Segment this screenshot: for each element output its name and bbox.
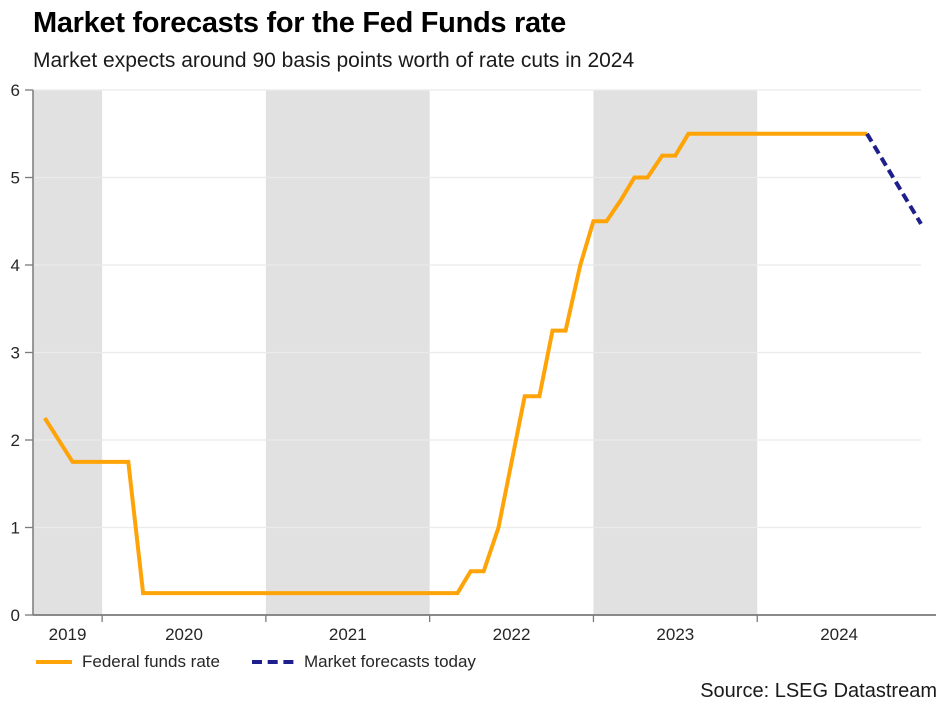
chart-canvas: 0 1 2 3 4 5 6 2019 2020 2021 2022 2023 2024 (11, 81, 936, 644)
x-axis-label: 2024 (820, 625, 858, 644)
y-axis-label: 5 (11, 169, 20, 188)
series-federal-funds-rate (43, 131, 867, 596)
legend-label-federal-funds-rate: Federal funds rate (82, 652, 220, 671)
y-axis-label: 2 (11, 431, 20, 450)
page-subtitle: Market expects around 90 basis points wo… (33, 49, 635, 72)
legend-item-federal-funds-rate: Federal funds rate (36, 652, 220, 672)
y-axis-label: 0 (11, 606, 20, 625)
x-axis-label: 2022 (493, 625, 531, 644)
legend-label-market-forecasts: Market forecasts today (303, 652, 476, 671)
dashed-line-icon (251, 660, 294, 664)
x-axis-label: 2020 (165, 625, 203, 644)
y-axis-label: 3 (11, 344, 20, 363)
legend-item-market-forecasts: Market forecasts today (251, 652, 476, 672)
gridlines (33, 89, 921, 529)
y-axis-label: 4 (11, 256, 20, 275)
chart-legend: Federal funds rate Market forecasts toda… (36, 652, 476, 672)
x-axis-label: 2021 (329, 625, 367, 644)
y-axis-label: 1 (11, 519, 20, 538)
series-lines (43, 131, 923, 596)
x-axis-label: 2019 (49, 625, 87, 644)
series-market-forecasts-today (865, 132, 923, 225)
y-axis-label: 6 (11, 81, 20, 100)
source-note: Source: LSEG Datastream (700, 680, 937, 702)
page-title: Market forecasts for the Fed Funds rate (33, 7, 566, 39)
axes: 0 1 2 3 4 5 6 2019 2020 2021 2022 2023 2024 (11, 81, 936, 644)
x-axis-label: 2023 (656, 625, 694, 644)
solid-line-icon (36, 660, 72, 664)
